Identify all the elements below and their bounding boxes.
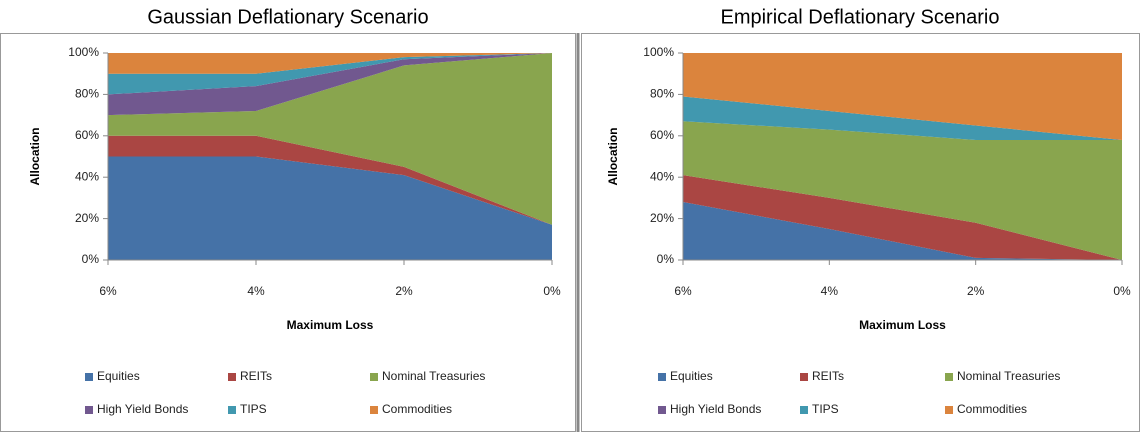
legend-swatch (370, 406, 378, 414)
area (108, 53, 552, 74)
y-axis-label: Allocation (606, 127, 620, 185)
legend-label: Commodities (382, 402, 452, 416)
area (108, 53, 552, 116)
legend-label: TIPS (812, 402, 839, 416)
y-tick-label: 40% (75, 169, 99, 183)
y-tick-label: 100% (68, 45, 99, 59)
legend-swatch (658, 406, 666, 414)
x-tick-label: 6% (674, 284, 692, 298)
y-tick-label: 80% (650, 87, 674, 101)
chart-title: Empirical Deflationary Scenario (720, 6, 999, 28)
area (683, 53, 1122, 140)
x-axis-label: Maximum Loss (859, 318, 946, 332)
x-tick-label: 0% (1113, 284, 1131, 298)
legend-swatch (228, 406, 236, 414)
area (108, 156, 552, 260)
legend-label: Nominal Treasuries (957, 369, 1060, 383)
legend-swatch (658, 373, 666, 381)
area (683, 175, 1122, 260)
x-tick-label: 6% (99, 284, 117, 298)
x-tick-label: 2% (395, 284, 413, 298)
y-tick-label: 60% (650, 128, 674, 142)
y-tick-label: 20% (650, 211, 674, 225)
legend-swatch (945, 406, 953, 414)
x-axis-label: Maximum Loss (287, 318, 374, 332)
y-tick-label: 20% (75, 211, 99, 225)
legend-label: TIPS (240, 402, 267, 416)
area (108, 53, 552, 225)
legend-swatch (228, 373, 236, 381)
legend-swatch (85, 373, 93, 381)
legend-label: Commodities (957, 402, 1027, 416)
legend-swatch (85, 406, 93, 414)
legend-label: Equities (97, 369, 140, 383)
area (108, 135, 552, 225)
x-tick-label: 2% (967, 284, 985, 298)
x-tick-label: 0% (543, 284, 561, 298)
legend-label: Nominal Treasuries (382, 369, 485, 383)
legend-label: Equities (670, 369, 713, 383)
legend-label: High Yield Bonds (97, 402, 188, 416)
area (683, 96, 1122, 140)
legend-swatch (370, 373, 378, 381)
x-tick-label: 4% (247, 284, 265, 298)
area (683, 202, 1122, 260)
legend-label: High Yield Bonds (670, 402, 761, 416)
legend-swatch (945, 373, 953, 381)
y-tick-label: 80% (75, 87, 99, 101)
area (108, 53, 552, 95)
y-tick-label: 100% (643, 45, 674, 59)
y-tick-label: 0% (82, 252, 100, 266)
y-tick-label: 60% (75, 128, 99, 142)
legend-label: REITs (812, 369, 844, 383)
y-tick-label: 40% (650, 169, 674, 183)
chart-title: Gaussian Deflationary Scenario (147, 6, 428, 28)
legend-label: REITs (240, 369, 272, 383)
y-tick-label: 0% (657, 252, 675, 266)
legend-swatch (800, 406, 808, 414)
y-axis-label: Allocation (28, 127, 42, 185)
x-tick-label: 4% (821, 284, 839, 298)
area (683, 121, 1122, 260)
legend-swatch (800, 373, 808, 381)
